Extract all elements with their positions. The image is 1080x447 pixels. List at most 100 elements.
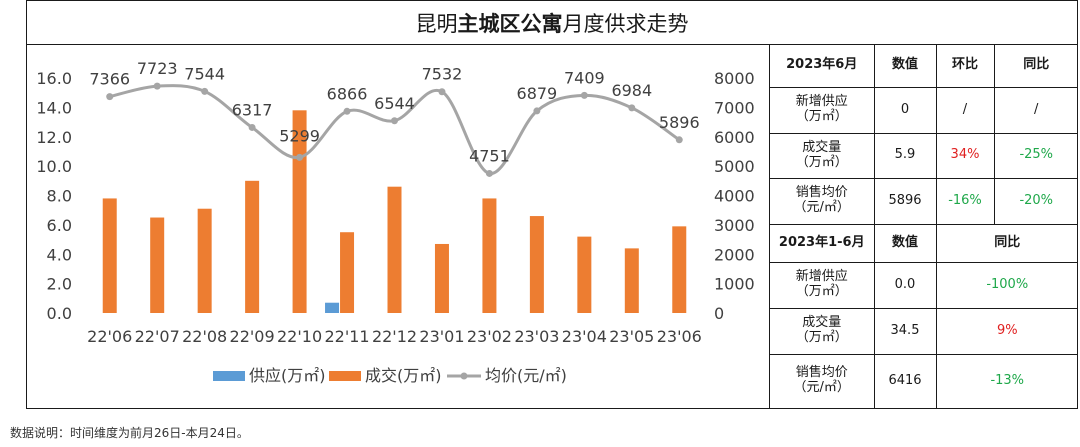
value-header: 数值 bbox=[873, 223, 937, 263]
price-point bbox=[153, 82, 161, 90]
x-tick-label: 23'04 bbox=[562, 327, 607, 346]
legend-supply-swatch bbox=[213, 371, 245, 381]
x-tick-label: 22'10 bbox=[277, 327, 322, 346]
x-tick-label: 22'08 bbox=[182, 327, 227, 346]
supply-demand-chart: 0.0 2.0 4.0 6.0 8.0 10.0 12.0 14.0 16.0 0 1000 2000… bbox=[36, 59, 755, 385]
x-tick-label: 22'06 bbox=[87, 327, 132, 346]
x-tick-label: 23'02 bbox=[467, 327, 512, 346]
deal-bar bbox=[150, 217, 165, 313]
x-tick-label: 23'06 bbox=[657, 327, 702, 346]
report-frame: 昆明 主城区公寓 月度供求走势 0.0 2.0 4.0 6.0 8.0 10.0 12.0 14.… bbox=[26, 0, 1078, 409]
price-data-label: 7723 bbox=[137, 59, 178, 78]
price-data-label: 6879 bbox=[517, 84, 558, 103]
title-suffix: 月度供求走势 bbox=[562, 11, 689, 36]
row-value: 0.0 bbox=[873, 261, 937, 309]
row-label: 成交量 （万㎡） bbox=[770, 132, 875, 179]
deal-bar bbox=[672, 226, 687, 313]
mom-header: 环比 bbox=[935, 45, 995, 88]
row-yoy: -20% bbox=[993, 177, 1078, 225]
price-data-label: 5299 bbox=[279, 126, 320, 145]
deal-bar bbox=[387, 186, 402, 313]
price-data-label: 7544 bbox=[184, 64, 225, 83]
price-point bbox=[343, 107, 351, 115]
y-left-tick-label: 4.0 bbox=[47, 245, 72, 264]
legend-supply-label: 供应(万㎡) bbox=[249, 366, 326, 385]
monthly-period-header: 2023年6月 bbox=[770, 45, 875, 88]
row-yoy: -13% bbox=[935, 353, 1078, 408]
deal-bar bbox=[102, 198, 117, 313]
title-prefix: 昆明 bbox=[415, 11, 458, 36]
chart-title: 昆明 主城区公寓 月度供求走势 bbox=[27, 1, 1077, 45]
y-left-tick-label: 14.0 bbox=[36, 98, 72, 117]
row-label: 销售均价 （元/㎡） bbox=[770, 353, 875, 408]
price-point bbox=[391, 117, 398, 125]
table-row: 成交量 （万㎡） 5.9 34% -25% bbox=[770, 132, 1078, 179]
deal-bar bbox=[529, 216, 544, 313]
row-yoy: -100% bbox=[935, 261, 1078, 309]
price-data-label: 7366 bbox=[89, 70, 130, 89]
row-label: 新增供应 （万㎡） bbox=[770, 86, 875, 134]
price-data-label: 7409 bbox=[564, 68, 605, 87]
deal-bar bbox=[482, 198, 497, 313]
price-data-label: 6866 bbox=[327, 84, 368, 103]
legend-price-marker bbox=[460, 372, 468, 380]
price-point bbox=[580, 91, 588, 99]
row-value: 6416 bbox=[873, 353, 937, 408]
y-right-tick-label: 0 bbox=[714, 304, 724, 323]
y-right-tick-label: 2000 bbox=[714, 245, 755, 264]
stats-panel: 2023年6月 数值 环比 同比 新增供应 （万㎡） 0 / / 成交量 （万㎡） … bbox=[769, 45, 1078, 408]
x-tick-label: 22'12 bbox=[372, 327, 417, 346]
row-label: 销售均价 （元/㎡） bbox=[770, 177, 875, 225]
y-right-tick-label: 3000 bbox=[714, 216, 755, 235]
x-tick-label: 22'11 bbox=[324, 327, 369, 346]
x-tick-label: 22'09 bbox=[230, 327, 275, 346]
x-tick-label: 22'07 bbox=[135, 327, 180, 346]
title-bold: 主城区公寓 bbox=[457, 11, 563, 36]
table-row: 新增供应 （万㎡） 0.0 -100% bbox=[770, 261, 1078, 309]
legend-deal-label: 成交(万㎡) bbox=[365, 366, 442, 385]
table-row: 新增供应 （万㎡） 0 / / bbox=[770, 86, 1078, 134]
deal-bar bbox=[245, 180, 260, 313]
cumulative-header-row: 2023年1-6月 数值 同比 bbox=[770, 223, 1078, 263]
price-point bbox=[106, 93, 114, 101]
row-mom: / bbox=[935, 86, 995, 134]
legend-price-label: 均价(元/㎡) bbox=[485, 366, 567, 385]
row-label: 成交量 （万㎡） bbox=[770, 307, 875, 355]
table-row: 成交量 （万㎡） 34.5 9% bbox=[770, 307, 1078, 355]
row-value: 0 bbox=[873, 86, 937, 134]
chart-area: 0.0 2.0 4.0 6.0 8.0 10.0 12.0 14.0 16.0 0 1000 2000… bbox=[27, 45, 769, 408]
row-value: 5.9 bbox=[873, 132, 937, 179]
yoy-header: 同比 bbox=[935, 223, 1078, 263]
y-left-tick-label: 2.0 bbox=[47, 275, 72, 294]
cumulative-period-header: 2023年1-6月 bbox=[770, 223, 875, 263]
price-data-label: 5896 bbox=[659, 113, 700, 132]
price-data-label: 4751 bbox=[469, 146, 510, 165]
row-mom: -16% bbox=[935, 177, 995, 225]
row-yoy: -25% bbox=[993, 132, 1078, 179]
monthly-header-row: 2023年6月 数值 环比 同比 bbox=[770, 45, 1078, 88]
y-right-tick-label: 5000 bbox=[714, 157, 755, 176]
row-yoy: 9% bbox=[935, 307, 1078, 355]
deal-bar bbox=[624, 248, 639, 313]
x-tick-label: 23'01 bbox=[419, 327, 464, 346]
row-label: 新增供应 （万㎡） bbox=[770, 261, 875, 309]
price-point bbox=[296, 153, 304, 161]
legend-deal-swatch bbox=[329, 371, 361, 381]
price-point bbox=[628, 104, 636, 112]
price-point bbox=[438, 88, 446, 96]
row-value: 5896 bbox=[873, 177, 937, 225]
yoy-header: 同比 bbox=[993, 45, 1078, 88]
supply-bar bbox=[325, 302, 340, 313]
y-right-tick-label: 4000 bbox=[714, 187, 755, 206]
y-left-tick-label: 8.0 bbox=[47, 187, 72, 206]
price-data-label: 7532 bbox=[422, 65, 463, 84]
x-tick-label: 23'05 bbox=[609, 327, 654, 346]
price-point bbox=[248, 123, 256, 131]
y-right-tick-label: 7000 bbox=[714, 98, 755, 117]
x-tick-label: 23'03 bbox=[514, 327, 559, 346]
price-point bbox=[675, 136, 683, 144]
price-point bbox=[201, 87, 209, 95]
row-mom: 34% bbox=[935, 132, 995, 179]
y-left-tick-label: 12.0 bbox=[36, 128, 72, 147]
deal-bar bbox=[434, 243, 449, 313]
